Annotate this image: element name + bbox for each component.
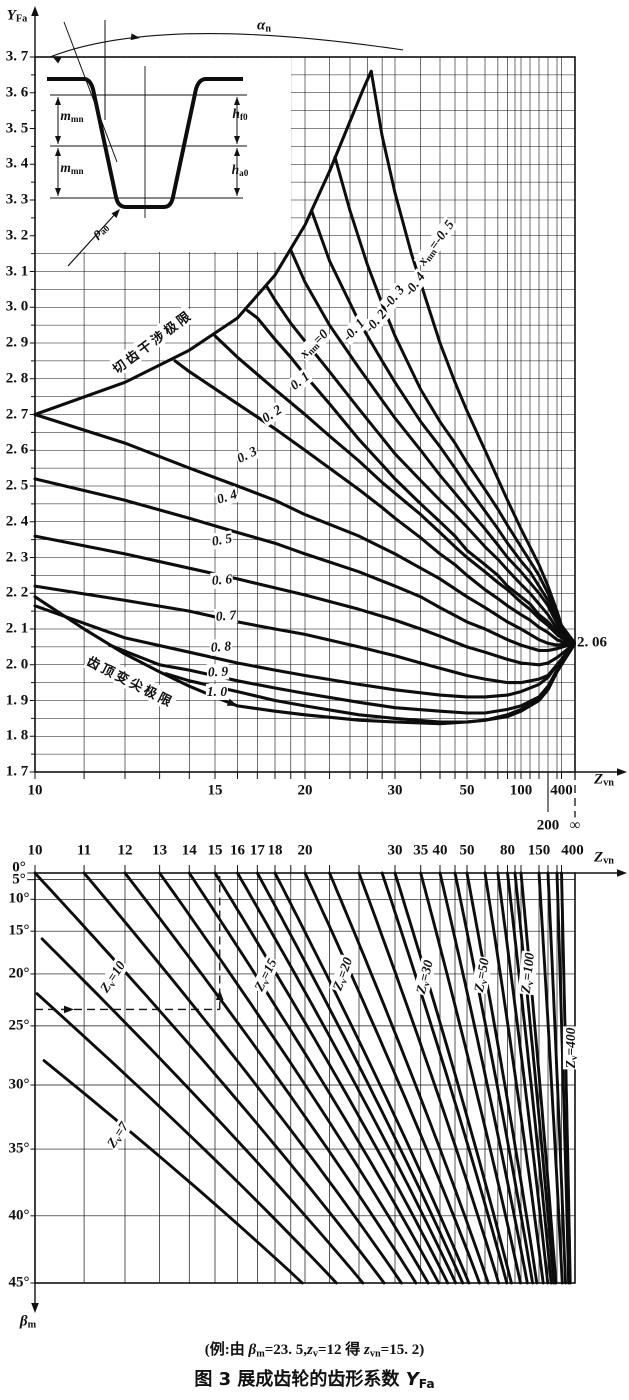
curve-label-0.9: 0. 9 (206, 663, 230, 681)
zvn-tick-label: 400 (560, 842, 585, 860)
x-tick-label-row2: ∞ (568, 817, 582, 835)
x-tick-label: 100 (508, 782, 534, 800)
x-tick-label: 50 (458, 782, 476, 800)
y-tick-label: 2. 0 (4, 656, 30, 674)
y-tick-label: 2. 1 (4, 620, 30, 638)
curve-label-zv-400: Zv=400 (562, 1026, 580, 1070)
zvn-tick-label: 80 (499, 842, 516, 860)
inset-label-m-mn-2: mmn (60, 159, 84, 177)
zvn-tick-label: 10 (26, 842, 44, 860)
y-tick-label: 2. 7 (4, 406, 30, 423)
zvn-tick-label: 13 (151, 842, 169, 860)
curve-label-1.0: 1. 0 (205, 684, 229, 700)
x-tick-label: 15 (206, 782, 224, 800)
y-axis-title-yfa: YFa (6, 7, 28, 25)
inset-label-m-mn-1: mmn (60, 107, 84, 125)
y-tick-label: 3. 4 (4, 155, 30, 173)
zvn-tick-label: 30 (386, 842, 404, 860)
zvn-tick-label: 40 (431, 842, 449, 860)
beta-tick-label: 10° (7, 890, 31, 908)
curve-label-0.8: 0. 8 (209, 638, 233, 656)
y-tick-label: 2. 9 (4, 334, 30, 352)
zvn-tick-label: 12 (116, 842, 134, 860)
beta-tick-label: 45° (7, 1274, 31, 1292)
zvn-tick-label: 18 (266, 842, 284, 860)
beta-tick-label: 40° (7, 1207, 31, 1225)
y-tick-label: 2. 2 (4, 584, 30, 602)
y-tick-label: 3. 0 (4, 298, 30, 316)
curve-label-0.6: 0. 6 (210, 571, 234, 589)
inset-label-h-a0: ha0 (231, 161, 249, 179)
beta-tick-label: 5° (11, 871, 27, 889)
y-tick-label: 3. 3 (4, 191, 30, 209)
zvn-tick-label: 14 (180, 842, 198, 860)
zvn-tick-label: 16 (229, 842, 246, 860)
y-tick-label: 3. 2 (4, 227, 30, 245)
y-tick-label: 3. 7 (4, 48, 30, 66)
beta-tick-label: 35° (7, 1140, 31, 1158)
y-tick-label: 3. 1 (4, 263, 30, 280)
beta-tick-label: 30° (7, 1076, 31, 1094)
figure-title: 图 3 展成齿轮的齿形系数 YFa (194, 1369, 435, 1392)
beta-tick-label: 25° (7, 1017, 31, 1035)
x-tick-label-row2: 200 (535, 817, 561, 835)
beta-tick-label: 20° (7, 965, 31, 983)
y-tick-label: 3. 6 (4, 84, 30, 102)
zvn-tick-label: 50 (458, 842, 476, 860)
x-tick-label: 30 (386, 782, 404, 800)
inset-label-alpha-n: αn (257, 17, 271, 35)
y-tick-label: 2. 8 (4, 370, 30, 388)
y-tick-label: 2. 6 (4, 441, 30, 459)
zvn-tick-label: 35 (412, 842, 430, 860)
x-axis-title-zvn: Zvn (594, 771, 614, 789)
x-axis-title-zvn-bottom: Zvn (594, 849, 614, 867)
convergence-value-label: 2. 06 (576, 634, 608, 652)
zvn-tick-label: 17 (248, 842, 266, 860)
x-tick-label: 10 (26, 782, 44, 800)
y-tick-label: 2. 4 (4, 513, 30, 531)
x-tick-label: 400 (549, 782, 574, 800)
y-tick-label: 3. 5 (4, 120, 30, 137)
y-tick-label: 1. 7 (4, 763, 30, 781)
curve-label-0.7: 0. 7 (214, 607, 238, 625)
y-tick-label: 2. 5 (4, 477, 30, 495)
y-axis-title-beta: βm (19, 1313, 37, 1331)
zvn-tick-label: 20 (296, 842, 314, 860)
beta-tick-label: 15° (7, 922, 31, 940)
zvn-tick-label: 11 (75, 842, 93, 860)
y-tick-label: 2. 3 (4, 549, 30, 566)
example-note: (例:由 βm=23. 5,zv=12 得 zvn=15. 2) (204, 1342, 425, 1360)
inset-label-h-f0: hf0 (232, 105, 248, 123)
y-tick-label: 1. 8 (4, 727, 30, 745)
zvn-tick-label: 15 (206, 842, 224, 860)
zvn-tick-label: 150 (526, 842, 552, 860)
y-tick-label: 1. 9 (4, 692, 30, 709)
x-tick-label: 20 (296, 782, 314, 800)
